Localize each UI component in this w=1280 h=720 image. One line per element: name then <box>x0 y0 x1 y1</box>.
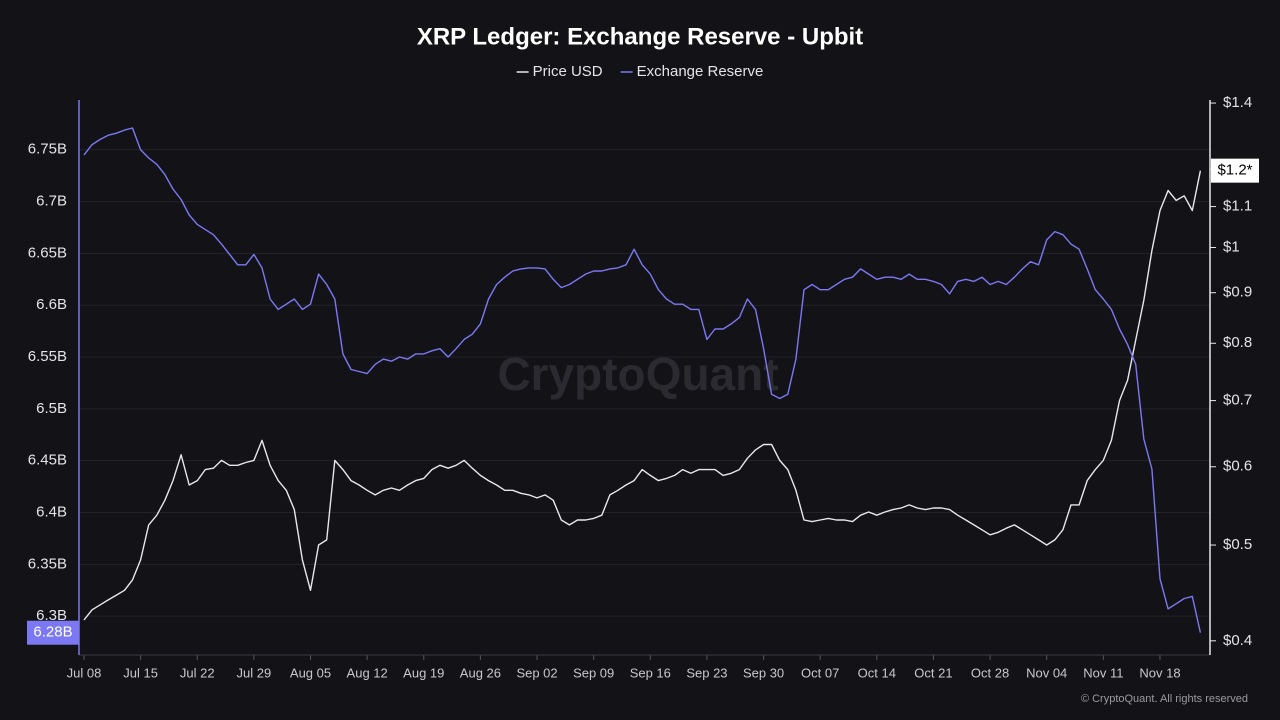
x-tick-label: Oct 21 <box>914 665 952 680</box>
y-tick-label: 6.4B <box>36 503 67 520</box>
y2-tick-label: $0.8 <box>1223 334 1252 351</box>
x-tick-label: Nov 04 <box>1026 665 1067 680</box>
legend-label: Price USD <box>533 63 603 80</box>
y2-tick-label: $1 <box>1223 238 1240 255</box>
x-tick-label: Jul 08 <box>67 665 102 680</box>
chart-title: XRP Ledger: Exchange Reserve - Upbit <box>417 23 863 50</box>
footer: © CryptoQuant. All rights reserved <box>1081 693 1248 705</box>
current-value-badge <box>1211 158 1259 183</box>
x-tick-label: Aug 05 <box>290 665 331 680</box>
x-tick-label: Aug 19 <box>403 665 444 680</box>
series-line <box>83 170 1202 621</box>
x-tick-label: Jul 15 <box>123 665 158 680</box>
x-tick-label: Sep 23 <box>686 665 727 680</box>
y2-tick-label: $0.7 <box>1223 392 1252 409</box>
x-tick-label: Nov 11 <box>1083 665 1123 680</box>
x-tick-label: Jul 22 <box>180 665 215 680</box>
y2-tick-label: $0.5 <box>1223 536 1252 553</box>
x-tick-label: Sep 16 <box>630 665 671 680</box>
y2-tick-label: $0.4 <box>1223 632 1252 649</box>
y-tick-label: 6.75B <box>28 141 67 158</box>
watermark: CryptoQuant <box>497 348 778 400</box>
grid <box>79 149 1210 617</box>
y-tick-label: 6.5B <box>36 400 67 417</box>
current-value-badge <box>27 620 79 645</box>
x-tick-label: Oct 14 <box>858 665 896 680</box>
x-tick-label: Sep 30 <box>743 665 784 680</box>
legend-label: Exchange Reserve <box>637 63 764 80</box>
y2-tick-label: $1.4 <box>1223 94 1252 111</box>
x-tick-label: Nov 18 <box>1139 665 1180 680</box>
x-tick-label: Sep 09 <box>573 665 614 680</box>
x-tick-label: Aug 26 <box>460 665 501 680</box>
x-tick-label: Jul 29 <box>237 665 272 680</box>
y-tick-label: 6.55B <box>28 348 67 365</box>
series-line <box>83 127 1202 633</box>
y2-tick-label: $0.9 <box>1223 284 1252 301</box>
legend: Price USD Exchange Reserve <box>516 63 764 80</box>
x-tick-label: Aug 12 <box>347 665 388 680</box>
current-value-label: 6.28B <box>33 624 72 641</box>
plot <box>83 127 1202 633</box>
y2-tick-label: $1.1 <box>1223 198 1252 215</box>
y2-tick-label: $0.6 <box>1223 458 1252 475</box>
x-tick-label: Oct 28 <box>971 665 1009 680</box>
y-tick-label: 6.6B <box>36 296 67 313</box>
y-tick-label: 6.45B <box>28 452 67 469</box>
x-tick-label: Oct 07 <box>801 665 839 680</box>
y-tick-label: 6.65B <box>28 244 67 261</box>
current-value-label: $1.2* <box>1217 162 1252 179</box>
axes: 6.3B 6.35B 6.4B 6.45B 6.5B 6.55B 6.6B 6.65B 6.7B… <box>27 94 1259 680</box>
x-tick-label: Sep 02 <box>516 665 557 680</box>
y-tick-label: 6.35B <box>28 555 67 572</box>
y-tick-label: 6.3B <box>36 607 67 624</box>
y-tick-label: 6.7B <box>36 193 67 210</box>
